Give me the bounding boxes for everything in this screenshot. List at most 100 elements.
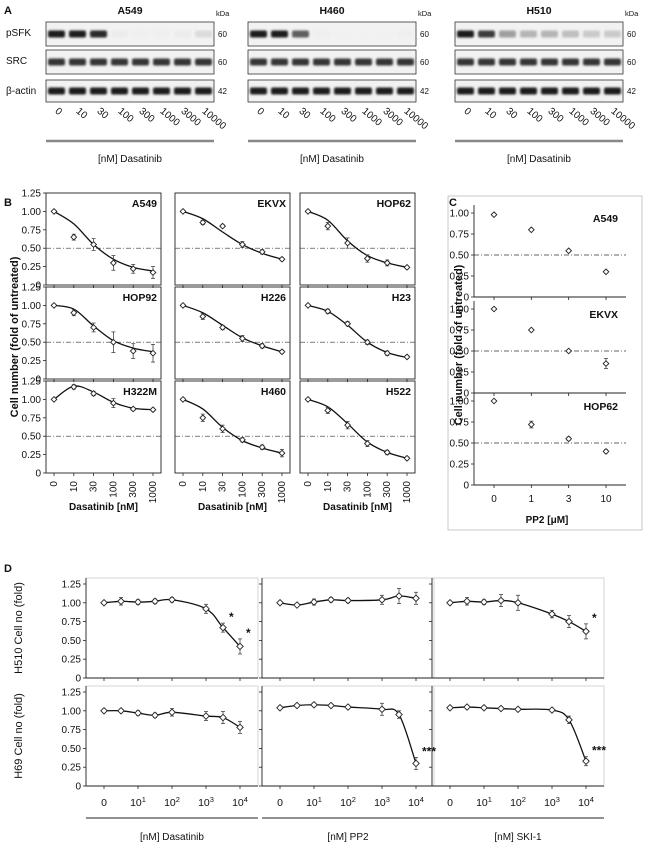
blot-band — [153, 30, 170, 38]
data-point — [324, 222, 332, 230]
blot-dose-label: 300 — [546, 106, 566, 125]
panel-d-plot-H510-Dasatinib: 0 0.25 0.50 0.75 1.00 1.25 * * — [62, 577, 259, 685]
x-tick-label: 0 — [101, 797, 107, 809]
plot-frame — [45, 192, 162, 286]
significance-star: * — [246, 626, 251, 640]
fit-curve — [182, 210, 283, 260]
data-point — [100, 706, 108, 715]
y-tick-label: 1.00 — [450, 397, 470, 408]
x-tick-label: 103 — [198, 795, 214, 809]
x-tick-base: 10 — [232, 797, 244, 809]
data-point — [395, 592, 403, 600]
data-point — [109, 399, 117, 407]
data-point — [179, 207, 187, 215]
blot-row-label-psfk: pSFK — [6, 28, 31, 39]
blot-strip — [247, 79, 417, 103]
blot-xlabel: [nM] Dasatinib — [98, 154, 162, 165]
x-tick-base: 10 — [374, 797, 386, 809]
x-tick-base: 10 — [340, 797, 352, 809]
data-point — [565, 435, 573, 443]
blot-title: A549 — [117, 5, 142, 17]
kda-label: kDa — [625, 9, 639, 18]
blot-dose-label: 0 — [53, 106, 65, 118]
data-point — [463, 597, 471, 606]
data-point — [378, 595, 386, 604]
plot-title: H460 — [261, 386, 286, 398]
y-tick-label: 0 — [35, 469, 41, 480]
data-point — [70, 309, 78, 317]
blot-dose-label: 1000 — [158, 106, 182, 129]
data-point — [403, 353, 411, 361]
y-tick-label: 1.25 — [62, 688, 82, 699]
blot-band — [250, 30, 267, 38]
data-point — [90, 241, 98, 248]
data-point — [258, 248, 266, 256]
blot-band — [604, 58, 621, 66]
panel-b-plot-EKVX: EKVX — [174, 192, 291, 288]
blot-band — [478, 58, 495, 66]
data-point — [50, 207, 58, 215]
y-tick-label: 1.00 — [450, 305, 470, 316]
blot-band — [153, 58, 170, 66]
panel-b-ylabel: Cell number (fold of untreated) — [9, 256, 21, 417]
blot-band — [292, 87, 309, 95]
data-point — [202, 712, 210, 720]
data-point — [446, 703, 454, 712]
y-tick-label: 0.75 — [450, 326, 470, 337]
blot-band — [376, 87, 393, 95]
panel-b-plot-H522: 0 10 30 100 300 1000 H522 Dasatinib [nM] — [299, 380, 416, 513]
panel-c-plot-HOP62: 0 0.25 0.50 0.75 1.00 HOP62 — [450, 393, 626, 492]
plot-title: A549 — [132, 198, 157, 210]
blot-band — [250, 58, 267, 66]
x-tick-label: 103 — [374, 795, 390, 809]
data-point — [179, 395, 187, 403]
x-tick-label: 30 — [89, 481, 100, 493]
x-tick-label: 1000 — [148, 481, 159, 504]
panel-d-plot-H69-PP2: ***0 101 102 103 104[nM] PP2 — [259, 685, 436, 843]
blot-band — [174, 30, 191, 38]
blot-band — [541, 58, 558, 66]
y-tick-label: 0.25 — [62, 763, 82, 774]
kda-label: kDa — [418, 9, 432, 18]
x-tick-label: 10 — [323, 481, 334, 493]
blot-band — [499, 58, 516, 66]
data-point — [278, 348, 286, 356]
panel-label-b: B — [4, 197, 12, 209]
panel-c-x-tick-label: 3 — [566, 494, 572, 505]
blot-dose-label: 0 — [462, 106, 474, 118]
data-point — [383, 349, 391, 357]
kda-value: 60 — [420, 30, 429, 39]
blot-band — [520, 87, 537, 95]
data-point — [70, 233, 78, 241]
blot-band — [334, 58, 351, 66]
blot-strip — [45, 79, 215, 103]
data-point — [463, 703, 471, 711]
blot-band — [499, 30, 516, 38]
y-tick-label: 1.00 — [22, 395, 42, 406]
data-point — [480, 598, 488, 606]
blot-band — [153, 87, 170, 95]
y-tick-label: 0.75 — [22, 413, 42, 424]
data-point — [219, 222, 227, 230]
blot-band — [355, 87, 372, 95]
y-tick-label: 1.00 — [22, 301, 42, 312]
data-point — [90, 390, 98, 397]
data-point — [497, 704, 505, 713]
x-tick-exponent: 3 — [386, 795, 390, 804]
y-tick-label: 0.75 — [22, 319, 42, 330]
data-point — [50, 395, 58, 403]
y-tick-label: 0 — [75, 674, 81, 685]
kda-value: 42 — [627, 87, 636, 96]
plot-frame — [299, 380, 416, 474]
x-tick-base: 10 — [164, 797, 176, 809]
data-point — [497, 596, 505, 605]
blot-dose-label: 1000 — [567, 106, 591, 129]
blot-dose-label: 1000 — [360, 106, 384, 129]
blot-band — [457, 30, 474, 38]
x-tick-exponent: 2 — [352, 795, 356, 804]
data-point — [258, 342, 266, 350]
y-tick-label: 0.75 — [62, 617, 82, 628]
fit-curve — [53, 304, 154, 353]
data-point — [565, 247, 573, 255]
data-point — [327, 701, 335, 710]
